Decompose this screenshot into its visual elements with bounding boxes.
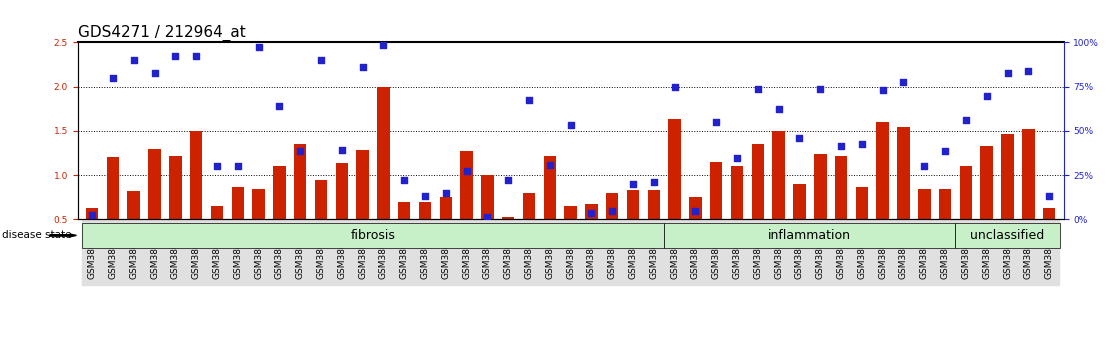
Bar xyxy=(960,166,972,264)
Bar xyxy=(460,152,473,264)
Bar xyxy=(668,120,681,264)
Bar xyxy=(357,150,369,264)
Bar xyxy=(710,162,722,264)
Point xyxy=(396,177,413,183)
Point xyxy=(479,214,496,219)
Point xyxy=(145,71,163,76)
Point xyxy=(291,149,309,154)
Point xyxy=(541,162,558,167)
Bar xyxy=(793,184,806,264)
Bar xyxy=(585,204,597,264)
Point xyxy=(666,84,684,90)
Point xyxy=(832,143,850,149)
Point xyxy=(915,164,933,169)
Bar xyxy=(440,198,452,264)
Bar xyxy=(897,127,910,264)
Bar xyxy=(751,144,765,264)
Point xyxy=(229,164,247,169)
Bar xyxy=(502,217,514,264)
Point xyxy=(1040,193,1058,198)
Bar xyxy=(606,193,618,264)
Point xyxy=(687,208,705,213)
Bar xyxy=(1002,134,1014,264)
Point xyxy=(166,53,184,58)
Bar xyxy=(315,180,327,264)
Bar xyxy=(419,202,431,264)
Point xyxy=(998,71,1016,76)
Bar xyxy=(938,188,952,264)
Point xyxy=(270,103,288,109)
Bar xyxy=(232,187,244,264)
Point xyxy=(375,42,392,48)
Bar xyxy=(689,198,701,264)
Point xyxy=(811,86,829,92)
Point xyxy=(749,86,767,91)
Point xyxy=(728,155,746,160)
Bar xyxy=(876,122,889,264)
Point xyxy=(332,148,350,153)
Point xyxy=(417,193,434,198)
Bar xyxy=(1043,208,1055,264)
Bar xyxy=(294,144,307,264)
Point xyxy=(583,210,601,216)
Text: GDS4271 / 212964_at: GDS4271 / 212964_at xyxy=(78,25,245,41)
Bar xyxy=(523,193,535,264)
Bar xyxy=(544,156,556,264)
Point xyxy=(957,118,975,123)
Bar xyxy=(919,188,931,264)
Bar xyxy=(834,156,848,264)
Bar xyxy=(377,87,390,264)
Bar xyxy=(253,188,265,264)
Point xyxy=(936,149,954,154)
Text: inflammation: inflammation xyxy=(768,229,851,242)
Point xyxy=(353,64,371,70)
Bar xyxy=(564,206,577,264)
Point xyxy=(187,53,205,58)
Bar xyxy=(273,166,286,264)
Point xyxy=(249,44,267,50)
Bar xyxy=(814,154,827,264)
Bar xyxy=(398,202,410,264)
Point xyxy=(978,93,996,98)
Bar xyxy=(211,206,223,264)
Bar xyxy=(86,208,99,264)
Point xyxy=(894,80,912,85)
Text: disease state: disease state xyxy=(2,230,72,240)
Bar xyxy=(127,191,140,264)
Point xyxy=(707,119,725,125)
Text: fibrosis: fibrosis xyxy=(350,229,396,242)
Point xyxy=(104,75,122,81)
Point xyxy=(500,177,517,183)
Text: unclassified: unclassified xyxy=(971,229,1045,242)
Point xyxy=(624,181,642,187)
Bar xyxy=(855,187,869,264)
Bar xyxy=(336,163,348,264)
Bar xyxy=(1022,129,1035,264)
Point xyxy=(853,141,871,147)
Bar xyxy=(627,190,639,264)
Bar xyxy=(772,131,784,264)
Point xyxy=(520,97,537,103)
Point xyxy=(604,208,622,213)
Point xyxy=(791,135,809,141)
Bar xyxy=(731,166,743,264)
Point xyxy=(125,57,143,63)
Bar xyxy=(148,149,161,264)
Point xyxy=(874,87,892,93)
Bar xyxy=(106,156,120,264)
Point xyxy=(208,164,226,169)
Bar xyxy=(647,190,660,264)
Point xyxy=(312,57,330,63)
Point xyxy=(458,168,475,174)
Point xyxy=(770,106,788,112)
Point xyxy=(562,122,579,128)
Point xyxy=(1019,68,1037,74)
Bar xyxy=(170,156,182,264)
Point xyxy=(83,212,101,218)
Point xyxy=(645,179,663,185)
Bar xyxy=(981,146,993,264)
Bar xyxy=(481,175,494,264)
Bar xyxy=(189,131,203,264)
Point xyxy=(437,190,454,196)
